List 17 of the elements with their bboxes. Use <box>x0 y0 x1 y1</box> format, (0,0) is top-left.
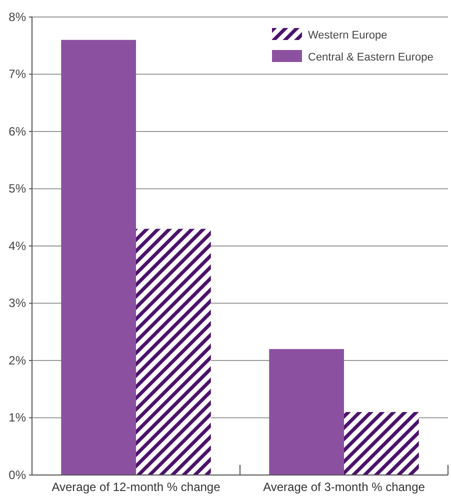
legend-label: Western Europe <box>308 30 388 42</box>
y-tick-label: 2% <box>8 353 26 368</box>
y-tick-label: 6% <box>8 124 26 138</box>
y-tick-label: 5% <box>8 182 26 196</box>
bar <box>136 228 211 475</box>
y-tick-label: 4% <box>8 238 26 253</box>
y-tick-label: 0% <box>8 468 26 482</box>
x-tick-label: Average of 12-month % change <box>52 480 221 494</box>
y-tick-label: 8% <box>8 10 26 24</box>
y-tick-label: 1% <box>8 410 26 425</box>
x-tick-label: Average of 3-month % change <box>263 480 426 494</box>
legend-label: Central & Eastern Europe <box>308 52 434 64</box>
y-tick-label: 3% <box>8 296 26 310</box>
y-tick-label: 7% <box>8 67 26 82</box>
bar <box>344 412 419 475</box>
bar <box>61 40 136 475</box>
bar <box>269 349 344 475</box>
